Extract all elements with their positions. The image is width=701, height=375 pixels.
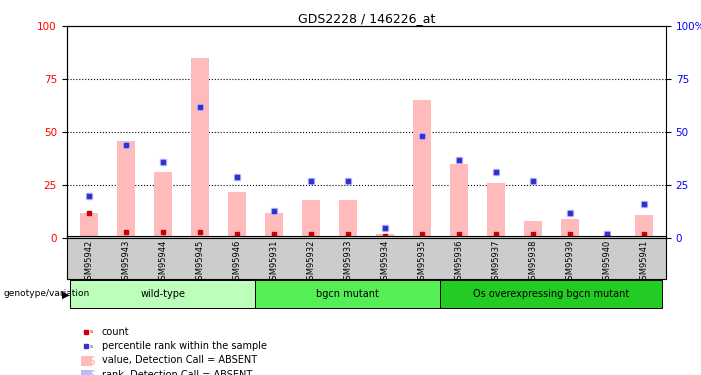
Text: s: s: [87, 367, 95, 375]
Bar: [154, 172, 172, 238]
Text: GSM95944: GSM95944: [158, 240, 168, 285]
Text: s: s: [90, 344, 93, 349]
Text: GSM95934: GSM95934: [380, 240, 389, 285]
Text: GSM95939: GSM95939: [565, 240, 574, 285]
Bar: [634, 215, 653, 238]
Text: GSM95946: GSM95946: [232, 240, 241, 285]
Bar: [597, 237, 616, 238]
Text: GSM95935: GSM95935: [417, 240, 426, 285]
Bar: [116, 141, 135, 238]
Text: GSM95933: GSM95933: [343, 240, 353, 285]
Text: rank, Detection Call = ABSENT: rank, Detection Call = ABSENT: [102, 370, 252, 375]
Bar: [191, 58, 209, 238]
Bar: [228, 192, 246, 238]
Text: GSM95941: GSM95941: [639, 240, 648, 285]
Text: GSM95938: GSM95938: [529, 240, 537, 285]
Bar: [412, 100, 431, 238]
Text: GSM95931: GSM95931: [269, 240, 278, 285]
Text: value, Detection Call = ABSENT: value, Detection Call = ABSENT: [102, 356, 257, 365]
Bar: [376, 234, 394, 238]
Text: genotype/variation: genotype/variation: [4, 289, 90, 298]
Text: GSM95940: GSM95940: [602, 240, 611, 285]
Bar: [524, 221, 542, 238]
Text: GSM95937: GSM95937: [491, 240, 501, 285]
Text: wild-type: wild-type: [140, 289, 185, 299]
Text: GSM95945: GSM95945: [196, 240, 204, 285]
Text: GSM95936: GSM95936: [454, 240, 463, 285]
Bar: [561, 219, 579, 238]
Bar: [264, 213, 283, 238]
Text: count: count: [102, 327, 129, 337]
FancyBboxPatch shape: [440, 280, 662, 308]
FancyBboxPatch shape: [255, 280, 440, 308]
Bar: [79, 213, 98, 238]
Bar: [301, 200, 320, 238]
Text: ▶: ▶: [62, 290, 69, 300]
Text: Os overexpressing bgcn mutant: Os overexpressing bgcn mutant: [473, 289, 629, 299]
Text: s: s: [90, 329, 93, 334]
Text: percentile rank within the sample: percentile rank within the sample: [102, 341, 266, 351]
Text: s: s: [87, 353, 95, 368]
Text: GSM95943: GSM95943: [121, 240, 130, 285]
FancyBboxPatch shape: [70, 280, 255, 308]
Text: GSM95932: GSM95932: [306, 240, 315, 285]
Bar: [449, 164, 468, 238]
Title: GDS2228 / 146226_at: GDS2228 / 146226_at: [298, 12, 435, 25]
Bar: [486, 183, 505, 238]
Bar: [339, 200, 357, 238]
Text: GSM95942: GSM95942: [84, 240, 93, 285]
Text: bgcn mutant: bgcn mutant: [316, 289, 379, 299]
